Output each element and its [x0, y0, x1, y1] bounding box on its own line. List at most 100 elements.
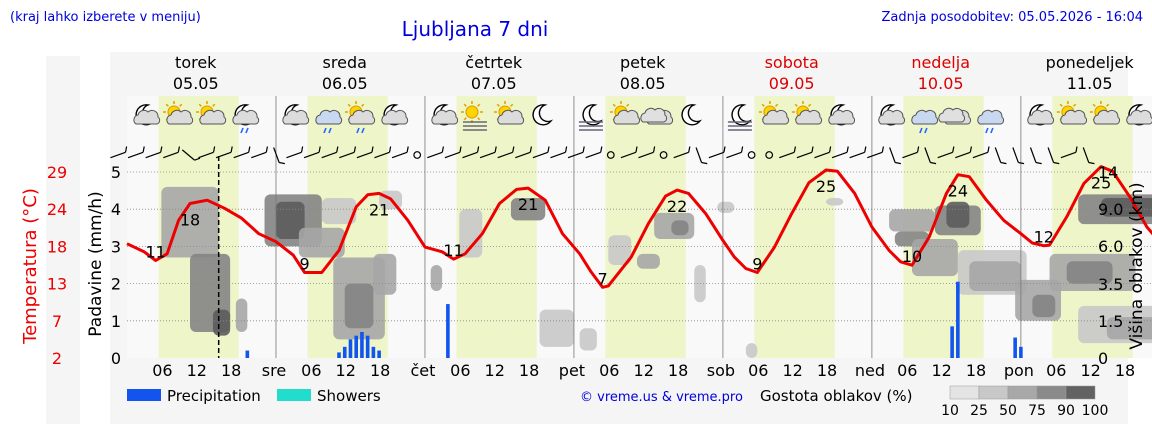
- wind-symbol: [620, 146, 638, 159]
- wind-symbol: [902, 146, 920, 159]
- temperature-label: 25: [1091, 174, 1111, 193]
- temperature-label: 18: [180, 211, 200, 230]
- legend-swatch: [127, 389, 161, 401]
- day-date: 07.05: [471, 74, 517, 93]
- page-title: Ljubljana 7 dni: [402, 17, 549, 41]
- wind-symbol: [606, 151, 615, 159]
- precip-bar: [365, 335, 370, 358]
- precip-bar: [337, 352, 341, 358]
- temperature-label: 10: [902, 247, 922, 266]
- rain-cloud-icon: [315, 109, 343, 134]
- wind-symbol: [374, 146, 392, 159]
- wind-symbol: [567, 146, 585, 159]
- wind-symbol: [479, 146, 497, 159]
- wind-symbol: [550, 146, 568, 159]
- precip-bar: [245, 350, 250, 358]
- wind-symbol: [638, 146, 656, 159]
- sun-cloud-icon: [163, 101, 194, 125]
- cloud-area: [579, 328, 597, 351]
- cloud-height-tick: 0: [1098, 349, 1108, 368]
- wind-symbol: [1047, 147, 1060, 165]
- precip-tick: 4: [111, 200, 121, 219]
- credit-text[interactable]: © vreme.us & vreme.pro: [580, 390, 743, 405]
- wind-symbol: [659, 151, 668, 159]
- wind-symbol: [1060, 146, 1078, 159]
- hour-tick: 06: [897, 361, 917, 380]
- wind-symbol: [321, 146, 339, 159]
- day-name: četrtek: [465, 53, 523, 72]
- hour-tick: 18: [370, 361, 390, 380]
- moon-cloud-icon: [1126, 104, 1152, 126]
- wind-symbol: [273, 147, 285, 165]
- precip-bar: [950, 326, 954, 358]
- hour-tick: 06: [152, 361, 172, 380]
- cloud-area: [459, 209, 483, 258]
- hour-tick: 18: [668, 361, 688, 380]
- hour-tick: 18: [817, 361, 837, 380]
- cloud-area: [969, 261, 1021, 292]
- cloud-height-tick: 6.0: [1098, 237, 1123, 256]
- wind-symbol: [867, 146, 885, 159]
- wind-symbol: [181, 149, 201, 161]
- temperature-label: 12: [1034, 228, 1054, 247]
- cloud-area: [1106, 317, 1152, 340]
- wind-symbol: [391, 146, 409, 159]
- cloud-area: [298, 227, 345, 258]
- day-date: 06.05: [322, 74, 368, 93]
- temp-axis-label: Temperatura (°C): [20, 188, 41, 345]
- wind-symbol: [497, 146, 515, 159]
- wind-symbol: [163, 146, 181, 159]
- temp-tick: 7: [52, 312, 62, 331]
- day-abbr: pet: [559, 361, 585, 380]
- cloud-area: [275, 201, 305, 239]
- cloud-density-tick: 90: [1057, 403, 1075, 419]
- temperature-label: 11: [145, 242, 165, 261]
- wind-symbol: [127, 146, 145, 159]
- hour-tick: 18: [519, 361, 539, 380]
- cloud-density-swatch: [1007, 385, 1038, 400]
- temperature-label: 7: [597, 269, 607, 288]
- wind-symbol: [779, 146, 797, 159]
- wind-symbol: [286, 146, 304, 159]
- sun-cloud-icon: [1056, 101, 1087, 125]
- cloud-area: [161, 186, 219, 258]
- precip-bar: [360, 331, 364, 358]
- cloud-density-tick: 10: [941, 403, 959, 419]
- day-abbr: čet: [410, 361, 435, 380]
- cloud-area: [212, 309, 231, 336]
- day-date: 09.05: [769, 74, 815, 93]
- cloud-area: [717, 201, 735, 213]
- temperature-label: 21: [369, 200, 389, 219]
- day-abbr: sre: [262, 361, 286, 380]
- wind-symbol: [339, 146, 357, 159]
- wind-symbol: [955, 146, 973, 159]
- temp-axis-panel: [46, 56, 80, 424]
- precip-bar: [1019, 346, 1023, 358]
- wind-symbol: [198, 146, 216, 159]
- wind-symbol: [889, 147, 901, 165]
- moon-cloud-icon: [133, 104, 161, 126]
- last-update: Zadnja posodobitev: 05.05.2026 - 16:04: [881, 10, 1143, 25]
- cloud-density-tick: 75: [1028, 403, 1046, 419]
- cloud-area: [889, 209, 935, 232]
- precip-axis-label: Padavine (mm/h): [86, 191, 106, 336]
- hint-text[interactable]: (kraj lahko izberete v meniju): [10, 10, 201, 25]
- temperature-label: 9: [300, 255, 310, 274]
- precip-tick: 5: [111, 163, 121, 182]
- hour-tick: 18: [1115, 361, 1135, 380]
- day-name: ponedeljek: [1046, 53, 1135, 72]
- day-date: 11.05: [1067, 74, 1113, 93]
- precip-bar: [342, 346, 347, 358]
- moon-cloud-icon: [1027, 104, 1054, 126]
- temperature-label: 21: [518, 195, 538, 214]
- wind-symbol: [708, 146, 726, 159]
- cloud-height-tick: 1.5: [1098, 312, 1123, 331]
- cloud-icon: [938, 107, 972, 125]
- day-band: [754, 96, 835, 358]
- sun-cloud-icon: [493, 101, 525, 125]
- cloud-height-tick: 14: [1098, 163, 1118, 182]
- precip-bar: [354, 335, 358, 358]
- wind-symbol: [924, 147, 937, 165]
- sun-rain-icon: [344, 101, 376, 134]
